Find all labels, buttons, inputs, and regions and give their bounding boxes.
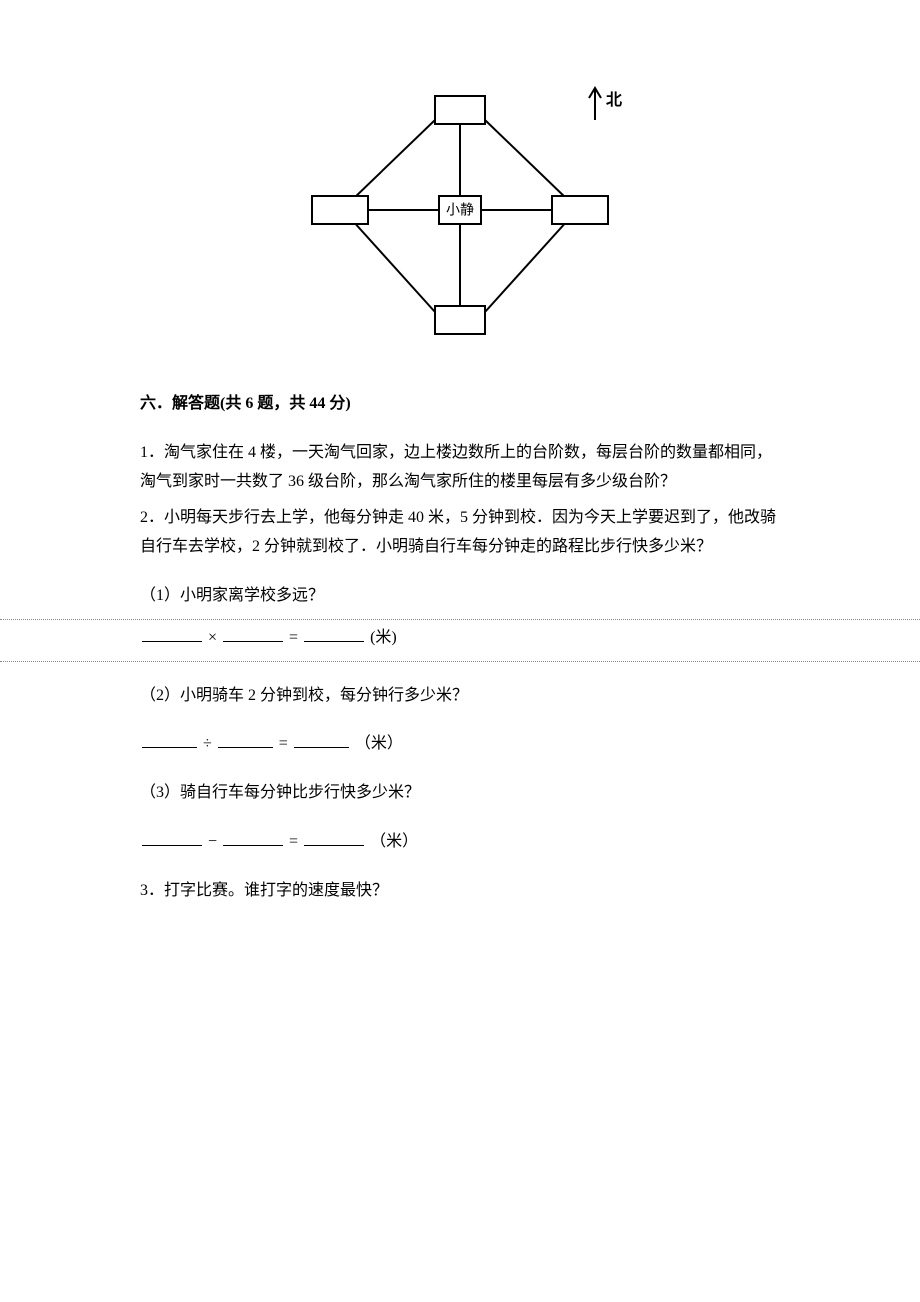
question-3: 3．打字比赛。谁打字的速度最快？ bbox=[140, 877, 780, 906]
blank-1c[interactable] bbox=[304, 626, 364, 642]
op-equals-3: = bbox=[289, 833, 298, 850]
node-bottom bbox=[435, 306, 485, 334]
blank-3c[interactable] bbox=[304, 830, 364, 846]
equation-3: − = （米） bbox=[140, 828, 780, 857]
question-1: 1．淘气家住在 4 楼，一天淘气回家，边上楼边数所上的台阶数，每层台阶的数量都相… bbox=[140, 439, 780, 497]
op-equals-2: = bbox=[279, 735, 288, 752]
equation-1-wrap: × = (米) bbox=[0, 619, 920, 662]
dotted-line-bottom-1 bbox=[0, 661, 920, 662]
op-minus: − bbox=[208, 833, 217, 850]
unit-2: （米） bbox=[355, 735, 403, 752]
question-2-sub1: （1）小明家离学校多远？ bbox=[140, 582, 780, 611]
blank-1a[interactable] bbox=[142, 626, 202, 642]
node-right bbox=[552, 196, 608, 224]
diagram-svg: 北 小静 bbox=[280, 60, 640, 360]
blank-3b[interactable] bbox=[223, 830, 283, 846]
node-left bbox=[312, 196, 368, 224]
op-divide: ÷ bbox=[203, 735, 212, 752]
blank-1b[interactable] bbox=[223, 626, 283, 642]
position-diagram: 北 小静 bbox=[280, 60, 640, 360]
op-equals-1: = bbox=[289, 629, 298, 646]
node-center-label: 小静 bbox=[446, 203, 474, 219]
question-2-intro: 2．小明每天步行去上学，他每分钟走 40 米，5 分钟到校．因为今天上学要迟到了… bbox=[140, 504, 780, 562]
edge-right-bottom bbox=[485, 220, 568, 312]
compass-label: 北 bbox=[606, 91, 622, 109]
op-multiply: × bbox=[208, 629, 217, 646]
edge-left-bottom bbox=[352, 220, 435, 312]
node-top bbox=[435, 96, 485, 124]
blank-2c[interactable] bbox=[294, 732, 349, 748]
dotted-line-top-1 bbox=[0, 619, 920, 620]
edge-top-right bbox=[485, 120, 568, 200]
equation-2: ÷ = （米） bbox=[140, 730, 780, 759]
unit-1: (米) bbox=[370, 629, 397, 646]
equation-1: × = (米) bbox=[0, 624, 920, 653]
blank-2a[interactable] bbox=[142, 732, 197, 748]
blank-3a[interactable] bbox=[142, 830, 202, 846]
question-2-sub2: （2）小明骑车 2 分钟到校，每分钟行多少米？ bbox=[140, 682, 780, 711]
section-title: 六．解答题(共 6 题，共 44 分) bbox=[140, 390, 780, 419]
edge-top-left bbox=[352, 120, 435, 200]
question-2-sub3: （3）骑自行车每分钟比步行快多少米？ bbox=[140, 779, 780, 808]
unit-3: （米） bbox=[370, 833, 418, 850]
blank-2b[interactable] bbox=[218, 732, 273, 748]
